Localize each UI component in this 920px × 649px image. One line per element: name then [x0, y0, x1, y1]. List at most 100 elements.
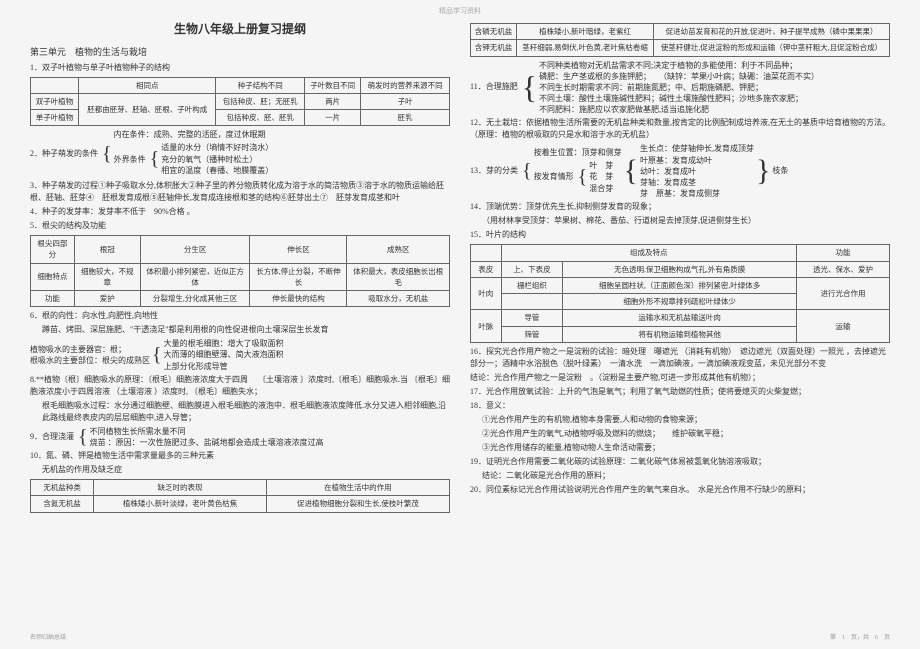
item-4: 4．种子的发芽率：发芽率不低于 90%合格 。 — [30, 206, 450, 218]
cell: 相同点 — [79, 77, 216, 93]
item-8a: 根毛细胞吸水过程：水分通过细胞壁、细胞膜进入根毛细胞的液泡中．根毛细胞液浓度降低… — [30, 400, 450, 424]
item-12: 12．无土栽培：依据植物生活所需要的无机盐种类和数量,按肯定的比例配制成培养液,… — [470, 117, 890, 141]
cell: 栅栏组织 — [501, 277, 563, 293]
cell: 含磷无机盐 — [471, 24, 517, 40]
cell: 子叶 — [361, 93, 450, 109]
line: 按着生位置：顶芽和侧芽 — [534, 147, 622, 158]
table-1: 相同点 种子结构不同 子叶数目不同 萌发时的营养来源不同 双子叶植物 胚都由胚芽… — [30, 77, 450, 127]
line: 芽轴：发育成茎 — [640, 177, 754, 188]
label: 枝条 — [772, 143, 790, 199]
item-9: 9．合理浇灌 { 不同植物生长所需水量不同 烧苗 ：原因：一次性施肥过多、盐碱地… — [30, 426, 450, 448]
cell: 使茎秆健壮,促进淀粉的形成和运输（钾中茎秆粗大,且促淀粉合成） — [654, 40, 890, 56]
cell: 含氮无机盐 — [31, 496, 94, 512]
cell: 爱护 — [74, 291, 140, 307]
item-10: 10．氮、磷、钾是植物生活中需求量最多的三种元素 — [30, 450, 450, 462]
label: 2．种子萌发的条件 — [30, 129, 100, 178]
item-6: 6．根的向性：向水性,向肥性,向地性 — [30, 310, 450, 322]
cell: 种子结构不同 — [216, 77, 305, 93]
label: 13．芽的分类 — [470, 143, 520, 199]
item-5: 5．根尖的结构及功能 — [30, 220, 450, 232]
cell: 包括种皮、胚、胚乳 — [216, 110, 305, 126]
left-column: 生物八年级上册复习提纲 第三单元 植物的生活与栽培 1．双子叶植物与单子叶植物种… — [30, 20, 450, 516]
cell: 功能 — [31, 291, 75, 307]
item-1: 1．双子叶植物与单子叶植物种子的结构 — [30, 62, 450, 74]
doc-title: 生物八年级上册复习提纲 — [30, 20, 450, 38]
cell: 叶肉 — [471, 277, 502, 310]
cell: 双子叶植物 — [31, 93, 79, 109]
cell: 成熟区 — [347, 236, 450, 264]
line: 不同土壤：酸性土壤施碱性肥料；碱性土壤施酸性肥料；沙地多施农家肥； — [539, 93, 819, 104]
cell: 运输水和无机盐输送叶肉 — [563, 310, 797, 326]
line: 磷肥：生产茎或根的多施钾肥； （缺锌：苹果小叶病；缺硼：油菜花而不实） — [539, 71, 819, 82]
cell: 组成及特点 — [501, 245, 796, 261]
cell: 植株矮小,新叶暗绿，老紫红 — [516, 24, 653, 40]
item-10-sub: 无机盐的作用及缺乏症 — [30, 464, 450, 476]
cell: 分生区 — [140, 236, 250, 264]
cell: 促进幼苗发育和花的开放,促进叶、种子提早成熟（磷中果果果） — [654, 24, 890, 40]
cell: 透光、保水、爱护 — [796, 261, 889, 277]
cell: 细胞外形不规章排列疏松叶绿体少 — [563, 294, 797, 310]
line: 相宜的温度（春播、地膜覆盖） — [161, 165, 273, 176]
cell — [501, 294, 563, 310]
line: 上部分化形成导管 — [164, 361, 284, 372]
line: 大量的根毛细胞：增大了吸取面积 — [164, 338, 284, 349]
item-3: 3．种子萌发的过程①种子吸取水分,体积胀大②种子里的养分物质转化成为溶于水的简洁… — [30, 180, 450, 204]
label: 外界条件 — [114, 142, 148, 176]
line: 烧苗 ：原因：一次性施肥过多、盐碱地都会造成土壤溶液浓度过高 — [90, 437, 324, 448]
cell: 伸长最快的结构 — [250, 291, 347, 307]
line: 不同植物生长所需水量不同 — [90, 426, 324, 437]
cell: 导管 — [501, 310, 563, 326]
item-18b: ②光合作用产生的氧气,动植物呼吸及燃料的燃烧； 维护碳氧平稳； — [470, 428, 890, 440]
cell: 促进植物细胞分裂和生长,使枝叶繁茂 — [266, 496, 449, 512]
table-4: 组成及特点 功能 表皮 上、下表皮 无色透明,保卫细胞构成气孔,外有角质膜 透光… — [470, 244, 890, 343]
footer-right: 第 1 页，共 6 页 — [830, 632, 890, 641]
item-20: 20．同位素标记光合作用试验说明光合作用产生的氧气来自水。 水是光合作用不行缺少… — [470, 484, 890, 496]
cell: 萌发时的营养来源不同 — [361, 77, 450, 93]
cell: 上、下表皮 — [501, 261, 563, 277]
cell: 无机盐种类 — [31, 480, 94, 496]
label: 按发育情形 — [534, 160, 576, 194]
item-13: 13．芽的分类 { 按着生位置：顶芽和侧芽 按发育情形 { 叶 芽 花 芽 混合… — [470, 143, 890, 199]
line: 不同肥料：施肥应以农家肥做基肥,适当追施化肥 — [539, 104, 819, 115]
cell: 胚乳 — [361, 110, 450, 126]
item-16a: 结论：光合作用产物之一是淀粉 。（淀粉是主要产物,可进一步形成其他有机物）； — [470, 372, 890, 384]
line: 叶 芽 — [589, 160, 613, 171]
cell: 在植物生活中的作用 — [266, 480, 449, 496]
brace-icon: { — [148, 145, 162, 173]
right-column: 含磷无机盐 植株矮小,新叶暗绿，老紫红 促进幼苗发育和花的开放,促进叶、种子提早… — [470, 20, 890, 516]
cell: 包括种皮、胚；无胚乳 — [216, 93, 305, 109]
cell: 植株矮小,新叶淡绿，老叶黄色枯焦 — [94, 496, 267, 512]
cell — [471, 245, 502, 261]
cell: 吸取水分，无机盐 — [347, 291, 450, 307]
line: 内在条件：成熟、完整的活胚，度过休眠期 — [114, 129, 274, 140]
cell: 缺乏时的表现 — [94, 480, 267, 496]
cell: 叶脉 — [471, 310, 502, 343]
cell: 无色透明,保卫细胞构成气孔,外有角质膜 — [563, 261, 797, 277]
table-3-part1: 无机盐种类 缺乏时的表现 在植物生活中的作用 含氮无机盐 植株矮小,新叶淡绿，老… — [30, 479, 450, 513]
line: 根吸水的主要部位：根尖的成熟区 — [30, 355, 150, 366]
line: 花 芽 — [589, 171, 613, 182]
brace-icon: { — [576, 163, 590, 191]
item-8: 8.**植物〔根〕细胞吸水的原理：〔根毛〕细胞液浓度大于四周 〔土壤溶液 〕浓度… — [30, 374, 450, 398]
unit-title: 第三单元 植物的生活与栽培 — [30, 46, 450, 60]
cell: 功能 — [796, 245, 889, 261]
cell: 根冠 — [74, 236, 140, 264]
cell — [31, 77, 79, 93]
footer-left: 名师归纳总结 — [30, 632, 66, 641]
cell: 体积最大，表皮细胞长出根毛 — [347, 263, 450, 291]
line: 生长点：使芽轴伸长,发育成顶芽 — [640, 143, 754, 154]
item-19a: 结论：二氧化碳是光合作用的原料； — [470, 470, 890, 482]
item-15: 15．叶片的结构 — [470, 229, 890, 241]
brace-icon: { — [520, 161, 534, 181]
cell: 根尖四部分 — [31, 236, 75, 264]
brace-icon: { — [76, 427, 90, 447]
line: 叶原基：发育成幼叶 — [640, 155, 754, 166]
page-content: 生物八年级上册复习提纲 第三单元 植物的生活与栽培 1．双子叶植物与单子叶植物种… — [30, 20, 890, 516]
brace-icon: { — [150, 345, 164, 365]
cell: 单子叶植物 — [31, 110, 79, 126]
item-18c: ③光合作用储存的能量,植物动物人生命活动需要； — [470, 442, 890, 454]
item-18: 18．意义： — [470, 400, 890, 412]
cell: 含钾无机盐 — [471, 40, 517, 56]
table-2: 根尖四部分 根冠 分生区 伸长区 成熟区 细胞特点 细胞较大，不规章 体积最小排… — [30, 235, 450, 307]
brace-icon: { — [520, 71, 539, 103]
